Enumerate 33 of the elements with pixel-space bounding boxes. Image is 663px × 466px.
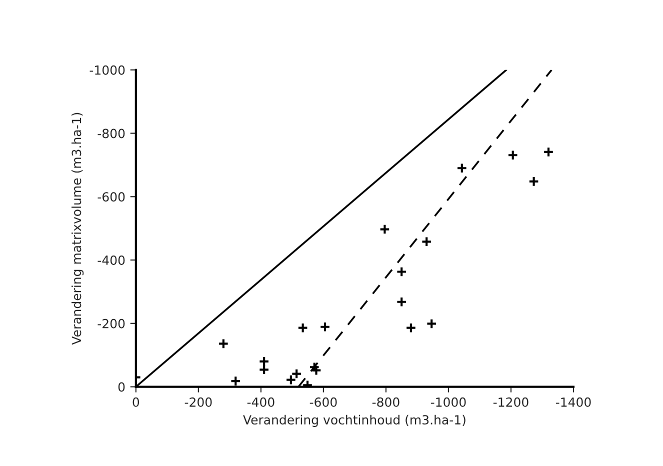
point: [310, 364, 322, 376]
x-tick-label: -400: [247, 397, 274, 407]
point: [230, 376, 242, 387]
x-axis-title: Verandering vochtinhoud (m3.ha-1): [243, 414, 466, 427]
point: [218, 338, 229, 350]
point: [406, 322, 416, 334]
x-tick-label: -600: [310, 397, 337, 407]
x-tick-label: -1000: [430, 397, 466, 407]
point: [258, 356, 270, 367]
x-tick-label: -1400: [556, 397, 591, 407]
y-tick-label: 0: [118, 382, 125, 392]
y-tick-label: -1000: [90, 65, 125, 75]
point: [297, 322, 308, 334]
y-tick-label: -800: [98, 128, 125, 138]
point: [258, 364, 270, 376]
point: [543, 146, 554, 158]
point: [379, 224, 390, 235]
point: [426, 318, 438, 330]
y-tick-label: -600: [98, 192, 125, 202]
point: [320, 321, 330, 332]
point: [396, 296, 408, 308]
x-tick-label: -200: [184, 397, 212, 407]
x-tick-label: -800: [372, 397, 400, 407]
point: [456, 162, 468, 174]
point: [396, 266, 408, 278]
point: [421, 236, 432, 248]
y-axis-title: Verandering matrixvolume (m3.ha-1): [72, 112, 84, 345]
y-tick-label: -200: [98, 318, 125, 328]
y-tick-label: -400: [98, 256, 125, 265]
point: [528, 176, 540, 187]
point: [507, 150, 518, 161]
x-tick-label: 0: [132, 397, 140, 407]
x-tick-label: -1200: [493, 397, 528, 407]
